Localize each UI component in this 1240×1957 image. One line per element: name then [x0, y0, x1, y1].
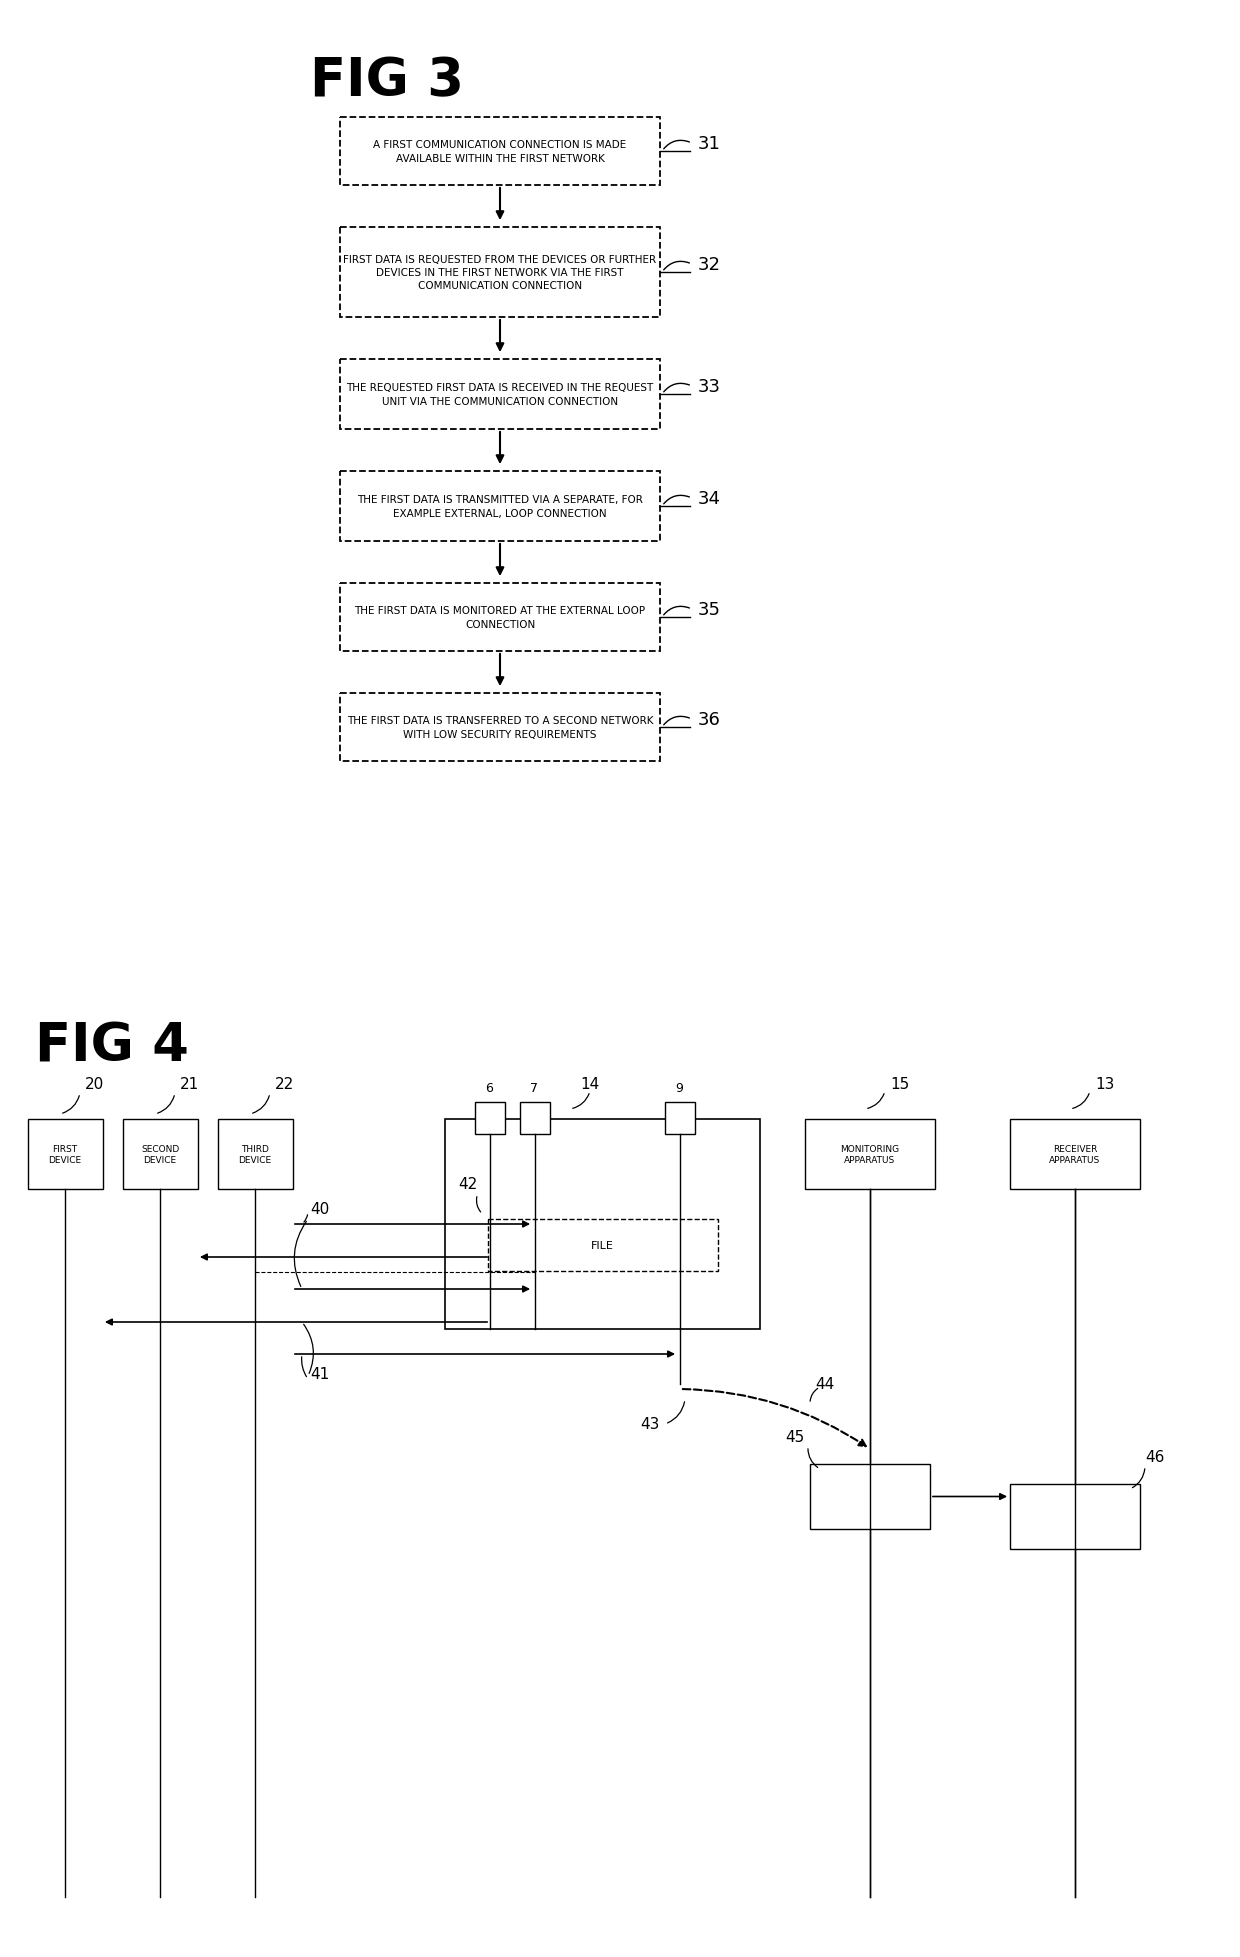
Text: FILE: FILE [591, 1241, 614, 1251]
Bar [810, 1464, 930, 1528]
Bar [340, 117, 660, 186]
Bar [340, 472, 660, 542]
Text: 45: 45 [786, 1429, 805, 1444]
Text: 33: 33 [698, 378, 720, 395]
Text: 34: 34 [698, 489, 720, 507]
Bar [340, 693, 660, 761]
Bar [340, 583, 660, 652]
FancyArrowPatch shape [683, 1389, 866, 1446]
Bar [218, 1119, 293, 1190]
Text: 7: 7 [529, 1082, 538, 1094]
Text: 32: 32 [698, 256, 720, 274]
Text: THIRD
DEVICE: THIRD DEVICE [238, 1145, 272, 1164]
Bar [665, 1102, 694, 1135]
Text: FIRST DATA IS REQUESTED FROM THE DEVICES OR FURTHER
DEVICES IN THE FIRST NETWORK: FIRST DATA IS REQUESTED FROM THE DEVICES… [343, 254, 656, 292]
Bar [520, 1102, 551, 1135]
Text: FIG 3: FIG 3 [310, 55, 464, 108]
Text: SECOND
DEVICE: SECOND DEVICE [141, 1145, 179, 1164]
Text: 13: 13 [1095, 1076, 1115, 1092]
Text: THE REQUESTED FIRST DATA IS RECEIVED IN THE REQUEST
UNIT VIA THE COMMUNICATION C: THE REQUESTED FIRST DATA IS RECEIVED IN … [346, 384, 653, 407]
Bar [340, 227, 660, 317]
Bar [123, 1119, 198, 1190]
Text: 46: 46 [1145, 1450, 1164, 1464]
Bar [1011, 1119, 1140, 1190]
Text: 41: 41 [310, 1366, 330, 1382]
Text: 44: 44 [815, 1378, 835, 1391]
Text: FIG 4: FIG 4 [35, 1020, 188, 1070]
Bar [340, 360, 660, 431]
Text: 14: 14 [580, 1076, 599, 1092]
Text: 36: 36 [698, 710, 720, 728]
Text: FIRST
DEVICE: FIRST DEVICE [48, 1145, 82, 1164]
Text: A FIRST COMMUNICATION CONNECTION IS MADE
AVAILABLE WITHIN THE FIRST NETWORK: A FIRST COMMUNICATION CONNECTION IS MADE… [373, 141, 626, 164]
Text: 15: 15 [890, 1076, 909, 1092]
Text: 35: 35 [698, 601, 720, 618]
Bar [29, 1119, 103, 1190]
Text: 20: 20 [86, 1076, 104, 1092]
Text: 43: 43 [641, 1417, 660, 1433]
Text: THE FIRST DATA IS TRANSMITTED VIA A SEPARATE, FOR
EXAMPLE EXTERNAL, LOOP CONNECT: THE FIRST DATA IS TRANSMITTED VIA A SEPA… [357, 495, 642, 519]
Bar [475, 1102, 505, 1135]
Text: THE FIRST DATA IS MONITORED AT THE EXTERNAL LOOP
CONNECTION: THE FIRST DATA IS MONITORED AT THE EXTER… [355, 607, 646, 630]
Text: RECEIVER
APPARATUS: RECEIVER APPARATUS [1049, 1145, 1101, 1164]
Bar [805, 1119, 935, 1190]
Text: 31: 31 [698, 135, 720, 153]
Text: 22: 22 [275, 1076, 294, 1092]
Text: 40: 40 [310, 1202, 330, 1217]
Bar [487, 1219, 718, 1272]
Bar [1011, 1483, 1140, 1550]
Text: 6: 6 [485, 1082, 492, 1094]
Bar [445, 1119, 760, 1329]
Text: 9: 9 [675, 1082, 683, 1094]
Text: THE FIRST DATA IS TRANSFERRED TO A SECOND NETWORK
WITH LOW SECURITY REQUIREMENTS: THE FIRST DATA IS TRANSFERRED TO A SECON… [347, 716, 653, 740]
Text: 21: 21 [180, 1076, 200, 1092]
Text: 42: 42 [459, 1176, 477, 1192]
Text: MONITORING
APPARATUS: MONITORING APPARATUS [841, 1145, 899, 1164]
